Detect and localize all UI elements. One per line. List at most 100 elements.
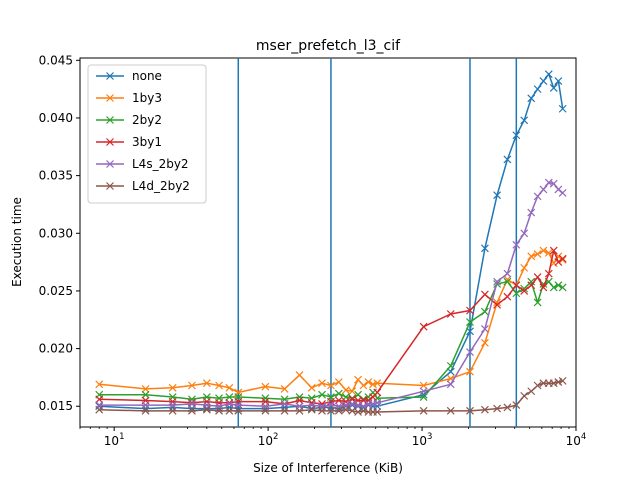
data-point (466, 367, 474, 376)
data-point (327, 397, 335, 406)
data-point (503, 277, 512, 286)
x-tick-label: 102 (258, 432, 279, 448)
legend-marker (106, 182, 114, 190)
legend-label: 1by3 (132, 91, 162, 105)
y-tick-label: 0.030 (39, 226, 73, 240)
data-point (202, 397, 211, 406)
data-point (493, 277, 502, 286)
data-point (493, 404, 502, 413)
data-point (466, 306, 474, 315)
data-point (544, 178, 553, 187)
data-point (533, 192, 542, 201)
data-point (261, 394, 270, 403)
data-point (307, 383, 316, 392)
legend-item: L4s_2by2 (96, 157, 189, 171)
data-point (295, 406, 304, 415)
data-point (261, 382, 270, 391)
y-tick-label: 0.020 (39, 342, 73, 356)
series-2by2 (95, 277, 567, 404)
y-axis-label: Execution time (10, 197, 24, 287)
legend-item: none (96, 69, 162, 83)
data-point (168, 397, 177, 406)
data-point (261, 406, 270, 415)
series-none (95, 70, 567, 413)
data-point (446, 406, 455, 415)
series-3by1 (95, 246, 567, 408)
data-point (480, 290, 489, 299)
data-point (295, 396, 304, 405)
data-point (533, 250, 542, 258)
data-point (359, 406, 368, 415)
legend-item: 3by1 (96, 135, 162, 149)
axes-frame (79, 57, 577, 428)
series-l4s-2by2 (95, 178, 567, 411)
data-point (295, 393, 304, 401)
data-point (554, 252, 563, 261)
legend-marker (106, 138, 114, 146)
y-tick-label: 0.015 (39, 399, 73, 413)
data-point (318, 390, 326, 399)
y-tick-label: 0.025 (39, 284, 73, 298)
data-point (327, 406, 335, 415)
x-tick-label: 104 (566, 432, 587, 448)
data-point (280, 400, 289, 408)
data-point (202, 379, 211, 388)
data-point (480, 244, 489, 253)
data-point (364, 378, 373, 386)
data-point (141, 390, 150, 399)
data-point (539, 283, 548, 292)
legend-marker (106, 160, 114, 168)
data-point (480, 338, 489, 347)
legend-item: L4d_2by2 (96, 179, 190, 193)
data-point (554, 77, 563, 85)
legend-label: none (132, 69, 162, 83)
data-point (141, 401, 150, 410)
data-point (512, 131, 521, 140)
data-point (234, 401, 243, 410)
data-point (168, 406, 177, 415)
y-tick-label: 0.035 (39, 169, 73, 183)
series-1by3 (95, 246, 567, 397)
data-point (95, 380, 104, 389)
data-point (334, 406, 343, 415)
data-point (419, 322, 428, 331)
data-point (554, 185, 563, 194)
data-point (318, 406, 326, 415)
data-point (527, 208, 536, 217)
data-point (419, 381, 428, 390)
data-point (554, 258, 563, 267)
data-point (558, 283, 567, 292)
data-point (419, 387, 428, 396)
data-point (503, 403, 512, 412)
data-point (141, 385, 150, 393)
data-point (549, 246, 558, 255)
data-point (558, 255, 567, 264)
data-point (419, 393, 428, 401)
data-point (527, 281, 536, 290)
data-point (225, 400, 234, 408)
data-point (280, 403, 289, 412)
data-point (373, 379, 382, 388)
data-point (187, 381, 196, 390)
data-point (544, 248, 553, 257)
data-point (558, 376, 567, 385)
data-point (341, 405, 350, 414)
data-point (234, 397, 243, 406)
data-point (225, 406, 234, 415)
data-point (215, 406, 223, 415)
data-point (520, 263, 529, 272)
data-point (549, 84, 558, 92)
data-point (187, 406, 196, 415)
data-point (141, 406, 150, 415)
data-point (334, 378, 343, 386)
data-point (558, 104, 567, 113)
data-point (295, 371, 304, 380)
chart-title: mser_prefetch_l3_cif (256, 38, 401, 54)
plot-area: 101 102 103 104 0.015 0.020 0.025 0.030 0.035 0.0… (39, 53, 587, 448)
data-point (539, 77, 548, 85)
data-point (527, 277, 536, 286)
data-point (503, 155, 512, 164)
legend-label: L4d_2by2 (132, 179, 190, 193)
x-axis-label: Size of Interference (KiB) (253, 461, 403, 475)
data-point (527, 94, 536, 103)
